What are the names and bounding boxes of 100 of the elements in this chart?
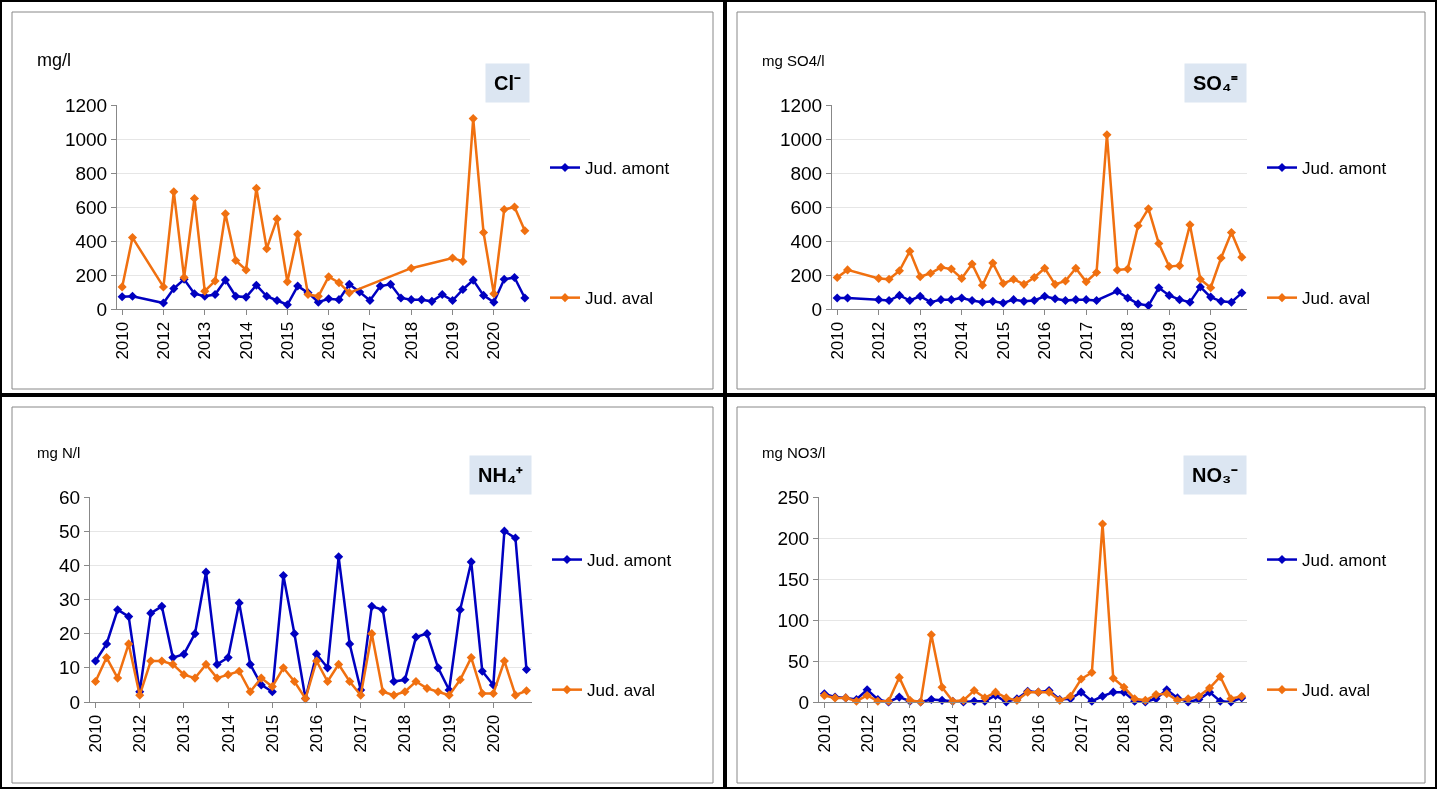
x-tick-label: 2018 [401,321,421,360]
point [256,673,266,683]
x-tick-label: 2014 [218,714,238,753]
point [231,256,241,266]
x-tick-label: 2017 [1076,321,1096,360]
point [946,264,956,274]
point [158,298,169,308]
y-tick-label: 30 [59,589,81,611]
point [345,676,355,687]
x-tick-label: 2010 [112,321,132,360]
y-tick-label: 400 [75,230,108,252]
point [234,666,244,676]
point [406,295,416,305]
point [1205,683,1215,693]
point [499,526,509,536]
x-tick-label: 2013 [195,321,215,360]
point [323,663,333,673]
point [977,297,987,307]
point [1226,227,1236,238]
point [1237,288,1247,298]
y-tick-label: 100 [777,609,810,631]
point [1009,274,1019,284]
point [1071,263,1081,273]
point [102,653,112,663]
x-tick-label: 2012 [857,714,877,753]
x-tick-label: 2012 [153,321,173,360]
x-tick-label: 2015 [993,321,1013,360]
point [433,663,443,673]
point [389,676,399,687]
x-tick-label: 2019 [1159,321,1179,360]
point [946,295,956,305]
point [967,259,977,269]
y-tick-label: 0 [96,298,108,320]
y-axis-title: mg SO4/l [762,52,825,69]
point [455,605,465,615]
y-tick-label: 1200 [64,94,108,116]
point [1133,221,1143,231]
y-tick-label: 200 [777,527,810,549]
point [1040,263,1050,273]
point [1123,293,1133,303]
point [344,279,354,289]
x-tick-label: 2019 [1157,714,1177,753]
point [417,295,427,305]
point [396,293,406,303]
chart-title: NH₄⁺ [478,464,524,486]
point [1102,130,1112,140]
y-tick-label: 600 [790,196,823,218]
x-tick-label: 2015 [986,714,1006,753]
point [427,296,437,306]
point [510,533,520,543]
point [334,659,344,669]
point [998,298,1008,308]
point [1175,295,1185,305]
point [967,295,977,306]
point [894,692,904,702]
x-tick-label: 2017 [351,714,371,753]
y-tick-label: 50 [59,520,81,542]
point [146,656,156,666]
point [210,290,220,300]
point [1098,519,1108,529]
y-tick-label: 20 [59,623,81,645]
point [509,273,520,283]
point [344,288,354,298]
point [1175,261,1185,271]
point [200,286,210,296]
legend-label: Jud. aval [585,289,654,309]
point [231,291,241,301]
point [190,629,200,639]
point [884,274,894,284]
y-tick-label: 1200 [779,94,823,116]
point [1143,301,1153,311]
point [422,629,432,639]
point [117,282,127,292]
point [267,682,277,692]
point [1164,261,1174,272]
point [894,266,904,276]
point [988,296,998,306]
point [212,659,222,669]
point [400,687,410,697]
point [915,272,925,282]
legend-label: Jud. aval [1302,289,1371,309]
point [282,277,292,287]
point [1112,265,1122,275]
point [969,685,979,696]
y-tick-label: 0 [811,298,823,320]
point [324,272,334,282]
point [926,297,936,307]
point [201,659,211,669]
point [458,284,468,294]
point [422,683,432,693]
point [127,233,138,243]
point [90,656,101,666]
y-tick-label: 50 [788,650,810,672]
x-tick-label: 2018 [395,714,415,753]
point [212,673,222,683]
point [1154,239,1164,249]
point [1092,267,1102,277]
point [915,291,925,301]
point [256,680,266,690]
y-tick-label: 150 [777,568,810,590]
